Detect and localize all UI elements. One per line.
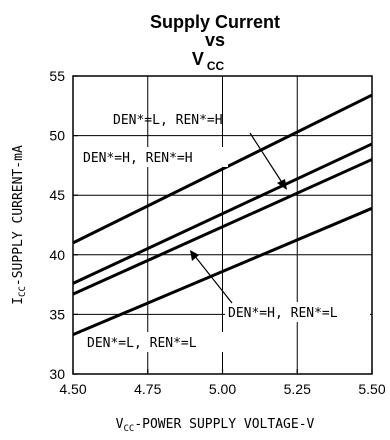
- annotation-den-l-ren-h: DEN*=L, REN*=H: [113, 113, 223, 128]
- series-lines: [72, 93, 373, 337]
- annotation-bg-4: [82, 332, 247, 352]
- chart-title-line-3: V CC: [192, 49, 225, 73]
- arrow-den-l-ren-h: [249, 132, 287, 190]
- chart-title-v: V: [192, 49, 204, 69]
- x-tick-labels: 4.50 4.75 5.00 5.25 5.50: [59, 381, 385, 397]
- y-tick-label-2: 40: [49, 247, 65, 263]
- annotation-den-l-ren-l: DEN*=L, REN*=L: [87, 336, 197, 351]
- x-axis-label-v: V: [116, 417, 124, 432]
- annotation-bg-3: [225, 302, 370, 322]
- x-tick-label-2: 5.00: [209, 381, 236, 397]
- x-axis-label: VCC-POWER SUPPLY VOLTAGE-V: [116, 417, 315, 434]
- chart-title-cc: CC: [207, 59, 225, 73]
- series-line-3: [72, 158, 373, 296]
- x-tick-label-3: 5.25: [284, 381, 311, 397]
- y-axis-label-cc: CC: [18, 286, 28, 297]
- x-tick-label-1: 4.75: [134, 381, 161, 397]
- x-tick-label-4: 5.50: [358, 381, 385, 397]
- y-tick-label-3: 45: [49, 187, 65, 203]
- y-axis-label-i: I: [11, 297, 26, 305]
- annotation-den-h-ren-h: DEN*=H, REN*=H: [83, 151, 193, 166]
- y-axis-label: ICC-SUPPLY CURRENT-mA: [11, 145, 28, 305]
- y-tick-labels: 30 35 40 45 50 55: [49, 68, 65, 382]
- tick-marks: [72, 75, 373, 375]
- series-line-2: [72, 142, 373, 285]
- y-tick-label-1: 35: [49, 306, 65, 322]
- x-tick-label-0: 4.50: [59, 381, 86, 397]
- x-axis-label-cc: CC: [123, 424, 134, 434]
- series-line-4: [72, 206, 373, 337]
- arrow-den-h-ren-l: [190, 250, 233, 304]
- chart-title-line-2: vs: [205, 30, 225, 50]
- chart-title-line-1: Supply Current: [150, 12, 280, 32]
- y-axis-label-rest: -SUPPLY CURRENT-mA: [11, 145, 26, 286]
- x-axis-label-rest: -POWER SUPPLY VOLTAGE-V: [134, 417, 314, 432]
- y-tick-label-5: 55: [49, 68, 65, 84]
- series-line-1: [72, 93, 373, 245]
- y-tick-label-0: 30: [49, 366, 65, 382]
- annotation-bg-2: [78, 147, 228, 167]
- y-tick-label-4: 50: [49, 128, 65, 144]
- annotation-den-h-ren-l: DEN*=H, REN*=L: [228, 306, 338, 321]
